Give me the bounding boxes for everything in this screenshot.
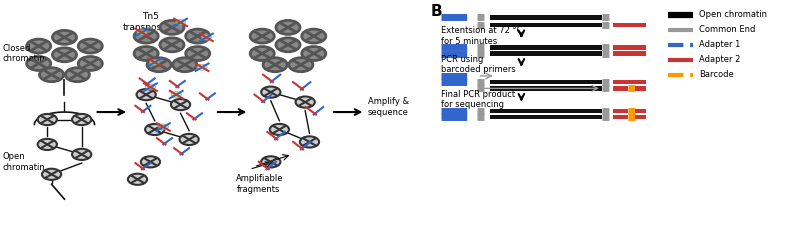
Text: Barcode: Barcode [699,70,734,79]
Circle shape [53,48,76,62]
Circle shape [201,34,212,40]
Circle shape [171,92,181,98]
Circle shape [302,47,326,61]
Circle shape [300,136,319,147]
Circle shape [276,38,300,52]
Circle shape [128,174,147,185]
Circle shape [137,89,156,100]
Circle shape [37,114,57,125]
Circle shape [185,47,210,61]
Circle shape [134,47,158,61]
FancyBboxPatch shape [613,80,646,84]
Text: Closed
chromatin: Closed chromatin [2,44,45,63]
Text: Amplifiable
fragments: Amplifiable fragments [236,174,284,194]
Circle shape [261,156,280,167]
Circle shape [158,124,169,130]
Circle shape [263,58,287,72]
FancyBboxPatch shape [613,45,646,50]
FancyBboxPatch shape [490,115,602,119]
Circle shape [26,57,51,70]
Circle shape [289,58,313,72]
Circle shape [78,39,103,53]
Circle shape [185,29,210,43]
Circle shape [175,19,185,25]
Circle shape [173,58,197,72]
Circle shape [134,29,158,43]
Circle shape [270,124,289,135]
Circle shape [171,99,190,110]
Text: Extentsion at 72 °C
for 5 minutes: Extentsion at 72 °C for 5 minutes [441,26,522,46]
Text: Adapter 1: Adapter 1 [699,40,740,49]
Circle shape [250,47,275,61]
FancyBboxPatch shape [490,15,602,20]
Text: Final PCR product
for sequencing: Final PCR product for sequencing [441,90,515,109]
FancyBboxPatch shape [613,115,627,119]
Text: Tn5
transposase: Tn5 transposase [123,12,178,32]
Circle shape [137,29,147,35]
Circle shape [180,134,199,145]
FancyBboxPatch shape [490,23,602,27]
FancyBboxPatch shape [613,86,627,91]
Circle shape [146,84,155,90]
Circle shape [26,39,51,53]
Circle shape [295,97,314,108]
Circle shape [160,20,184,34]
FancyBboxPatch shape [613,23,646,27]
Circle shape [160,38,184,52]
Text: Open chromatin: Open chromatin [699,10,767,19]
Circle shape [141,156,160,167]
Circle shape [42,169,61,180]
Circle shape [37,139,57,150]
Circle shape [72,114,92,125]
FancyBboxPatch shape [635,86,646,91]
Text: Adapter 2: Adapter 2 [699,55,740,64]
Circle shape [40,68,64,82]
FancyBboxPatch shape [490,45,602,50]
FancyBboxPatch shape [490,80,602,84]
FancyBboxPatch shape [635,109,646,113]
FancyBboxPatch shape [490,109,602,113]
FancyBboxPatch shape [613,51,646,56]
Circle shape [250,29,275,43]
Text: Common End: Common End [699,25,755,34]
Circle shape [150,59,160,65]
Circle shape [53,30,76,44]
Circle shape [197,64,207,70]
FancyBboxPatch shape [635,115,646,119]
Circle shape [72,149,92,160]
Circle shape [147,58,171,72]
Circle shape [302,29,326,43]
Text: Open
chromatin: Open chromatin [2,152,45,172]
Circle shape [65,68,89,82]
Text: PCR using
barcoded primers: PCR using barcoded primers [441,55,516,74]
FancyBboxPatch shape [613,109,627,113]
FancyBboxPatch shape [490,86,602,91]
FancyBboxPatch shape [490,51,602,56]
Text: Amplify &
sequence: Amplify & sequence [368,97,408,117]
Text: B: B [430,4,442,19]
Circle shape [261,87,280,98]
Circle shape [78,57,103,70]
Circle shape [276,20,300,34]
Circle shape [145,124,164,135]
